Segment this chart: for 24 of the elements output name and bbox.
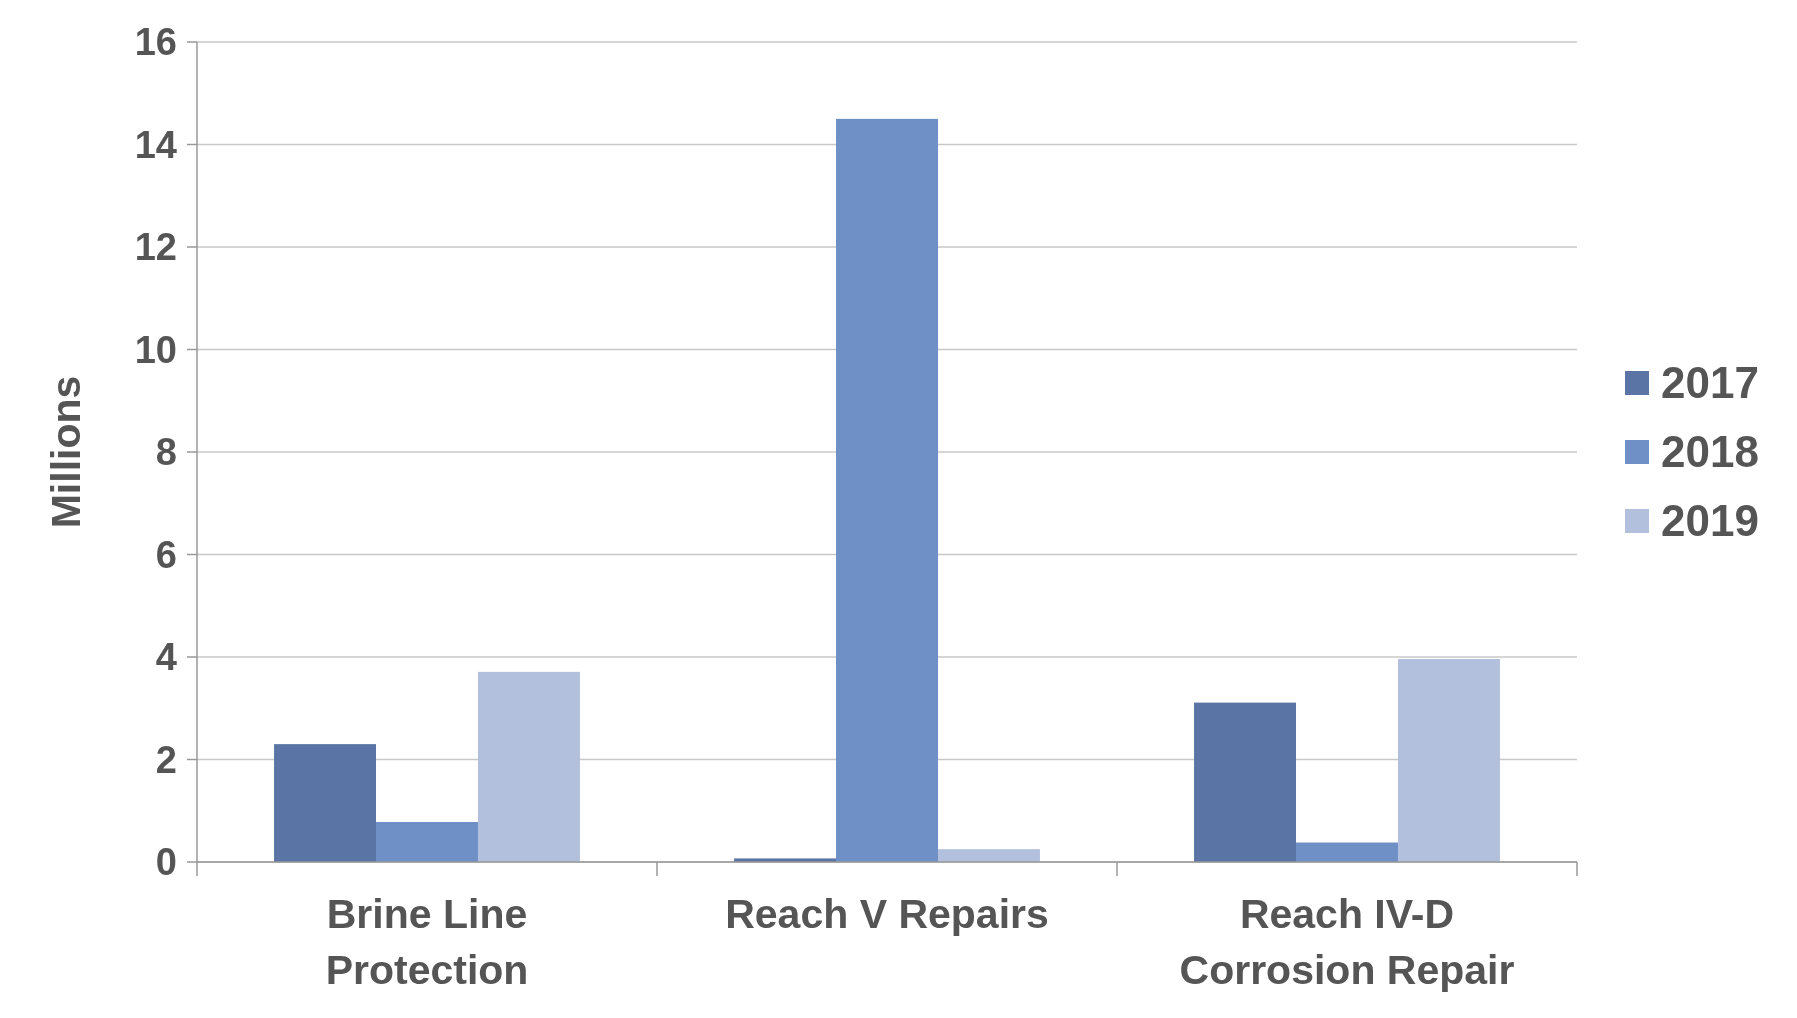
bar xyxy=(477,671,580,862)
x-tick-label: Reach V Repairs xyxy=(725,891,1049,937)
y-axis-title: Millions xyxy=(43,375,89,529)
bar xyxy=(836,118,938,862)
x-tick-label: Reach IV-D Corrosion Repair xyxy=(1179,891,1515,993)
y-tick-label: 8 xyxy=(155,431,177,474)
y-tick-label: 16 xyxy=(134,21,177,64)
legend-label: 2019 xyxy=(1661,496,1759,546)
legend-label: 2017 xyxy=(1661,358,1759,408)
bar xyxy=(937,849,1040,862)
y-tick-label: 2 xyxy=(155,738,177,781)
bar xyxy=(1397,659,1500,862)
y-tick-label: 10 xyxy=(134,328,177,371)
bar xyxy=(1296,842,1398,862)
x-tick-label: Brine Line Protection xyxy=(325,891,529,993)
y-tick-label: 4 xyxy=(155,636,177,679)
y-tick-label: 14 xyxy=(134,123,177,166)
y-tick-label: 6 xyxy=(155,533,177,576)
bar xyxy=(274,744,377,862)
y-tick-label: 12 xyxy=(134,226,177,269)
bar xyxy=(1194,702,1297,862)
bar xyxy=(376,822,478,862)
y-tick-label: 0 xyxy=(155,841,177,884)
legend-label: 2018 xyxy=(1661,427,1759,477)
